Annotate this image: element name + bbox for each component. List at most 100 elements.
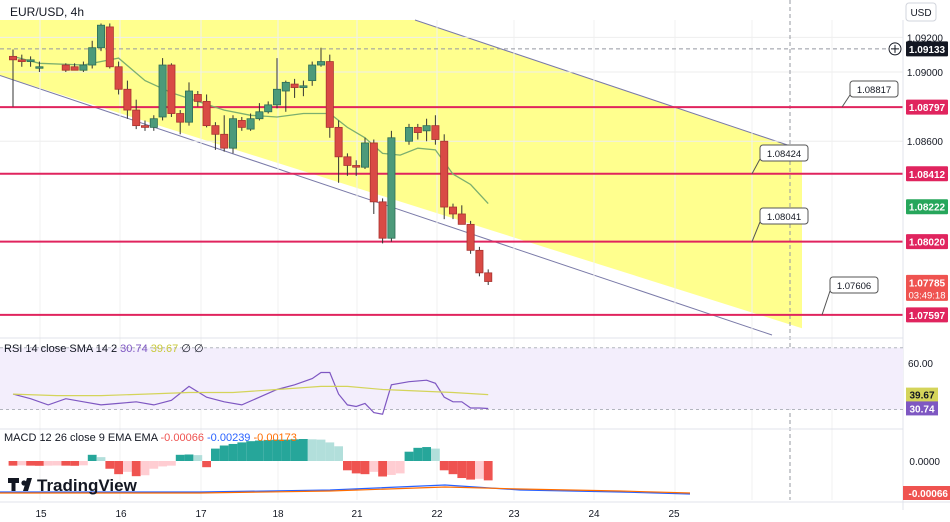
macd-bar xyxy=(360,461,370,475)
macd-bar xyxy=(237,442,247,461)
candle[interactable] xyxy=(308,61,317,86)
candle[interactable] xyxy=(290,78,299,98)
candle[interactable] xyxy=(26,56,35,67)
candle[interactable] xyxy=(369,139,378,214)
candle[interactable] xyxy=(246,113,255,131)
candle[interactable] xyxy=(299,80,308,97)
macd-bar xyxy=(290,439,299,461)
callout-pointer xyxy=(751,221,761,242)
macd-bar xyxy=(246,441,255,461)
candle[interactable] xyxy=(475,246,484,277)
macd-bar xyxy=(184,454,194,461)
candle[interactable] xyxy=(387,130,396,242)
callout-label: 1.07606 xyxy=(837,281,871,292)
candle-body xyxy=(440,140,449,208)
candle[interactable] xyxy=(193,91,202,107)
candle-body xyxy=(404,126,413,142)
candle[interactable] xyxy=(184,82,193,126)
candle[interactable] xyxy=(404,123,413,145)
candle-body xyxy=(343,156,352,166)
macd-bar xyxy=(281,439,291,461)
candle[interactable] xyxy=(360,137,369,169)
candle[interactable] xyxy=(457,205,466,225)
candle[interactable] xyxy=(158,58,167,121)
candle-body xyxy=(140,125,149,128)
macd-bar xyxy=(61,461,71,466)
rsi-legend: RSI 14 close SMA 14 2 30.74 39.67 ∅ ∅ xyxy=(4,343,204,355)
candle[interactable] xyxy=(316,47,325,67)
candle[interactable] xyxy=(484,269,493,285)
macd-bar xyxy=(466,461,475,480)
candle[interactable] xyxy=(440,134,449,220)
rsi-badge xyxy=(906,387,938,402)
candle-body xyxy=(360,142,369,168)
candle[interactable] xyxy=(97,23,106,52)
candle[interactable] xyxy=(448,203,457,220)
candle[interactable] xyxy=(325,54,334,138)
candle[interactable] xyxy=(431,115,440,145)
candle[interactable] xyxy=(132,99,141,130)
candle[interactable] xyxy=(272,58,281,109)
candle-body xyxy=(158,64,167,118)
candle[interactable] xyxy=(88,40,97,69)
candle[interactable] xyxy=(167,63,176,117)
price-badge-label: 1.08222 xyxy=(909,203,946,214)
candle-body xyxy=(105,26,114,68)
price-badge xyxy=(906,99,948,115)
macd-badge xyxy=(903,486,950,500)
candle[interactable] xyxy=(140,120,149,131)
candle[interactable] xyxy=(352,160,361,176)
currency-box[interactable] xyxy=(905,2,937,22)
candle-body xyxy=(184,90,193,123)
candle[interactable] xyxy=(422,118,431,142)
candle[interactable] xyxy=(466,220,475,254)
candle[interactable] xyxy=(176,110,185,135)
candle[interactable] xyxy=(220,115,229,152)
macd-bar xyxy=(422,447,431,461)
candle-body xyxy=(413,126,422,133)
price-tick-label: 1.09000 xyxy=(907,68,944,79)
candle[interactable] xyxy=(343,153,352,176)
candle[interactable] xyxy=(334,120,343,183)
rsi-sma-line xyxy=(12,385,489,397)
candle-body xyxy=(325,61,334,128)
callout-box xyxy=(849,80,899,98)
candle[interactable] xyxy=(8,49,17,107)
candle[interactable] xyxy=(149,115,158,131)
candle[interactable] xyxy=(123,80,132,119)
macd-bar xyxy=(105,461,115,469)
candle-body xyxy=(316,61,325,66)
candle-body xyxy=(70,66,79,71)
macd-bar xyxy=(404,451,414,461)
callout-label: 1.08041 xyxy=(767,212,801,223)
candle[interactable] xyxy=(79,61,88,72)
macd-bar xyxy=(8,461,18,466)
candle[interactable] xyxy=(70,63,79,71)
candle[interactable] xyxy=(264,101,273,114)
candle[interactable] xyxy=(105,23,114,69)
candle[interactable] xyxy=(281,80,290,112)
candle[interactable] xyxy=(228,115,237,154)
candle[interactable] xyxy=(17,54,26,67)
candle[interactable] xyxy=(211,122,220,150)
candle-body xyxy=(149,118,158,128)
candle[interactable] xyxy=(202,94,211,128)
candle[interactable] xyxy=(237,116,246,131)
candle-body xyxy=(431,125,440,140)
macd-bar xyxy=(26,461,35,466)
candle-body xyxy=(228,118,237,149)
candle-body xyxy=(17,59,26,62)
macd-bar xyxy=(202,461,211,468)
macd-bar xyxy=(439,461,449,471)
rsi-legend-value: 30.74 xyxy=(120,343,151,355)
candle[interactable] xyxy=(35,61,44,72)
candle-body xyxy=(220,133,229,149)
candle-body xyxy=(97,24,106,49)
macd-bar xyxy=(211,448,220,461)
candle[interactable] xyxy=(255,103,264,121)
candle[interactable] xyxy=(61,63,70,72)
candle[interactable] xyxy=(413,123,422,140)
candle[interactable] xyxy=(378,198,387,244)
candle[interactable] xyxy=(114,61,123,95)
